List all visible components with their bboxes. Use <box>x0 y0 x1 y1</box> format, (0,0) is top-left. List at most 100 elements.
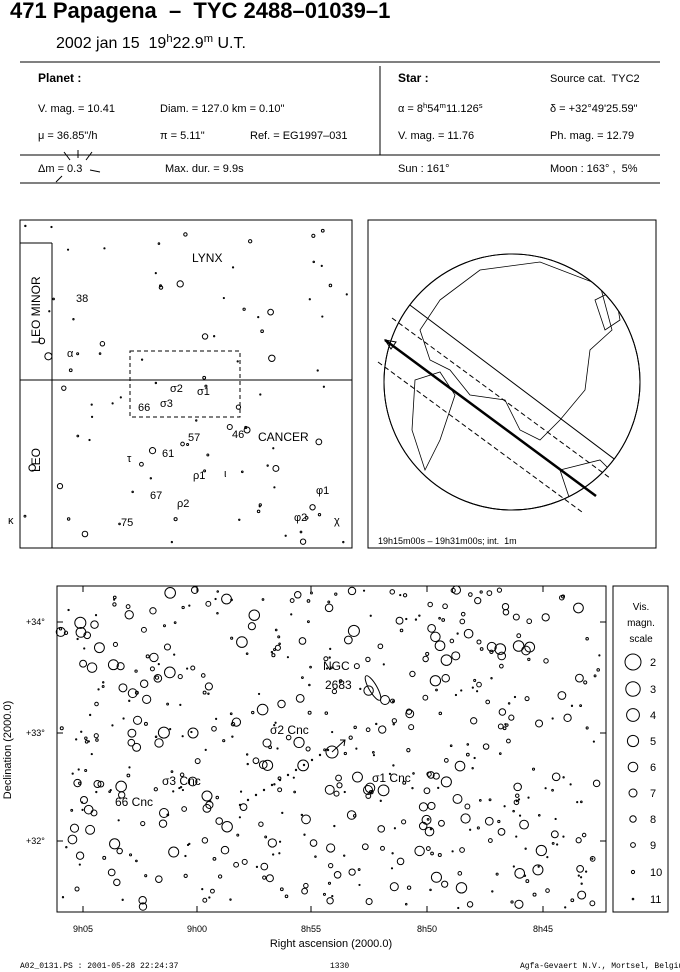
star <box>304 516 309 520</box>
star <box>129 853 133 857</box>
star <box>378 725 387 734</box>
star <box>429 888 432 892</box>
star <box>532 864 544 876</box>
star <box>112 595 117 600</box>
star <box>208 896 211 899</box>
star-label: ρ2 <box>177 498 189 510</box>
star <box>465 752 470 757</box>
star <box>455 882 468 894</box>
star <box>188 842 191 846</box>
star <box>399 628 404 633</box>
star <box>326 843 336 853</box>
star <box>508 714 515 721</box>
star <box>217 874 223 879</box>
star <box>292 776 295 779</box>
star <box>591 857 594 860</box>
star <box>561 594 566 599</box>
star <box>231 717 242 727</box>
star <box>390 698 396 704</box>
star <box>138 902 148 911</box>
star <box>456 632 459 635</box>
star <box>583 680 588 685</box>
star <box>119 396 122 399</box>
star-label: ρ1 <box>193 470 205 482</box>
scale-label: 8 <box>650 814 656 826</box>
star <box>124 610 134 620</box>
star <box>278 852 281 855</box>
star <box>585 637 589 641</box>
star <box>322 385 325 388</box>
star <box>202 375 207 380</box>
star <box>504 723 507 726</box>
star <box>348 868 356 876</box>
star <box>284 894 289 899</box>
star <box>306 620 310 624</box>
star-label: κ <box>8 515 14 527</box>
star <box>355 747 358 750</box>
star <box>336 782 343 789</box>
star <box>118 522 121 526</box>
star <box>154 738 164 748</box>
star <box>108 790 112 794</box>
star <box>365 656 371 663</box>
date-time: 2002 jan 15 19h22.9m U.T. <box>56 33 246 52</box>
star-dec: δ = +32°49'25.59" <box>550 103 638 115</box>
star <box>107 868 116 877</box>
star <box>438 711 443 716</box>
star <box>257 692 261 696</box>
star <box>404 902 408 906</box>
star <box>77 768 80 771</box>
star <box>348 735 353 740</box>
star-ra-part: 11.126 <box>446 103 479 115</box>
star <box>513 799 520 806</box>
track <box>384 338 597 498</box>
star <box>515 793 520 798</box>
field-box <box>129 350 241 418</box>
star <box>424 826 435 837</box>
star <box>512 613 520 621</box>
star <box>61 385 67 391</box>
star <box>273 783 276 786</box>
scale-label: 11 <box>650 894 661 906</box>
star <box>426 771 432 777</box>
star <box>576 864 584 873</box>
footer-org: Agfa-Gevaert N.V., Mortsel, Belgium <box>520 962 680 971</box>
star-sun: Sun : 161° <box>398 163 450 175</box>
star <box>414 845 425 857</box>
star <box>335 774 342 782</box>
star <box>226 423 233 431</box>
star <box>56 483 64 490</box>
star <box>551 841 555 845</box>
star <box>83 647 86 650</box>
star <box>94 701 99 707</box>
star <box>452 794 463 804</box>
star <box>514 899 524 909</box>
star <box>84 736 88 740</box>
star <box>333 790 340 797</box>
track-dot <box>310 758 314 762</box>
star <box>121 898 124 901</box>
galaxy <box>364 675 382 701</box>
star <box>316 369 319 372</box>
star-ra: α = 8h54m11.126s <box>398 101 483 116</box>
star <box>479 590 483 594</box>
star <box>524 847 527 850</box>
star <box>173 517 178 522</box>
star <box>179 785 183 789</box>
star <box>301 676 304 680</box>
star <box>222 739 226 743</box>
star <box>163 666 176 679</box>
star <box>551 772 561 782</box>
star <box>327 881 332 885</box>
star <box>501 602 510 611</box>
scale-label: 7 <box>650 788 656 800</box>
star <box>365 727 371 733</box>
track-dot <box>278 778 282 782</box>
star <box>333 824 336 828</box>
star <box>527 796 530 799</box>
star <box>78 863 81 866</box>
star <box>149 652 159 663</box>
x-tick-label: 8h45 <box>533 924 553 934</box>
star <box>271 653 276 658</box>
star <box>308 683 311 687</box>
